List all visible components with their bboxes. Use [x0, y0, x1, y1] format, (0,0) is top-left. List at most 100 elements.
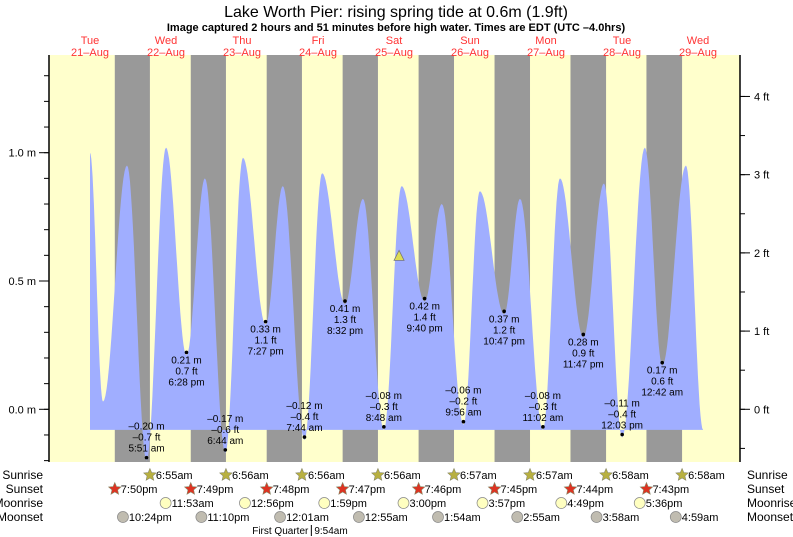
- day-date: 25–Aug: [375, 47, 413, 59]
- sunset-time: 7:46pm: [425, 484, 462, 496]
- tide-label-time: 8:48 am: [366, 413, 402, 424]
- moonrise-time: 3:57pm: [489, 498, 526, 510]
- sunrise-time: 6:56am: [308, 470, 345, 482]
- sunrise-time: 6:58am: [688, 470, 725, 482]
- right-tick-label: 0 ft: [754, 404, 769, 416]
- tide-label-time: 7:44 am: [286, 423, 322, 434]
- moon-phase-time: 9:54am: [314, 526, 347, 537]
- sunrise-time: 6:58am: [612, 470, 649, 482]
- day-date: 23–Aug: [223, 47, 261, 59]
- day-date: 29–Aug: [679, 47, 717, 59]
- moonset-icon: [669, 511, 682, 523]
- moonrise-icon: [555, 497, 568, 509]
- sunset-icon: [639, 481, 654, 495]
- day-date: 21–Aug: [71, 47, 109, 59]
- moonset-time: 2:55am: [523, 512, 560, 524]
- sunset-time: 7:48pm: [273, 484, 310, 496]
- moonset-time: 12:01am: [286, 512, 329, 524]
- tide-label-time: 6:28 pm: [168, 377, 204, 388]
- tide-label-m: –0.08 m: [366, 391, 402, 402]
- moonrise-icon: [239, 497, 251, 509]
- tide-label-time: 11:02 am: [522, 413, 563, 424]
- tide-label-ft: –0.2 ft: [450, 397, 478, 408]
- moonset-icon: [432, 511, 444, 523]
- tide-label-ft: 1.4 ft: [413, 313, 435, 324]
- tide-label-ft: –0.3 ft: [529, 402, 557, 413]
- moonset-time: 3:58am: [603, 512, 640, 524]
- tide-label-m: –0.17 m: [207, 414, 243, 425]
- day-of-week: Wed: [687, 35, 709, 47]
- day-date: 26–Aug: [451, 47, 489, 59]
- tide-label-ft: –0.6 ft: [211, 425, 239, 436]
- day-of-week: Thu: [233, 35, 252, 47]
- day-of-week: Fri: [312, 35, 325, 47]
- tide-point: [263, 319, 268, 324]
- tide-label-ft: 1.3 ft: [334, 315, 356, 326]
- sunset-icon: [411, 481, 426, 495]
- moonrise-icon: [397, 497, 410, 509]
- moonset-icon: [117, 511, 129, 523]
- day-date: 27–Aug: [527, 47, 565, 59]
- moonset-time: 12:55am: [365, 512, 408, 524]
- tide-label-m: –0.11 m: [604, 399, 639, 410]
- tide-label-ft: 0.7 ft: [175, 366, 197, 377]
- tide-label-ft: –0.3 ft: [370, 402, 398, 413]
- tide-label-m: 0.17 m: [647, 366, 678, 377]
- tide-label-time: 12:03 pm: [601, 421, 643, 432]
- tide-point: [660, 360, 665, 365]
- tide-labels: –0.20 m–0.7 ft5:51 am 0.21 m0.7 ft6:28 pm…: [128, 296, 683, 460]
- moon-phase-label: First Quarter: [252, 526, 309, 537]
- day-date: 28–Aug: [603, 47, 641, 59]
- moonset-time: 10:24pm: [129, 512, 172, 524]
- left-tick-label: 1.0 m: [8, 148, 36, 160]
- moonset-icon: [353, 511, 365, 523]
- moonset-icon: [195, 511, 208, 523]
- left-tick-label: 0.0 m: [8, 404, 36, 416]
- tide-label-m: 0.28 m: [568, 337, 599, 348]
- sunrise-icon: [447, 467, 461, 481]
- tide-label-time: 12:42 am: [641, 388, 683, 399]
- tide-point: [422, 296, 427, 301]
- tide-label-m: 0.37 m: [489, 314, 520, 325]
- tide-point: [382, 425, 386, 429]
- sunset-time: 7:50pm: [121, 484, 158, 496]
- axes: 1.0 m 0.5 m 0.0 m 4 ft 3 ft 2 ft 1 ft 0 ft: [8, 55, 769, 462]
- tide-label-time: 7:27 pm: [248, 347, 284, 358]
- right-tick-label: 4 ft: [754, 91, 769, 103]
- moonrise-time: 3:00pm: [410, 498, 447, 510]
- row-label-right-moonrise: Moonrise: [747, 496, 793, 510]
- sunset-time: 7:45pm: [501, 484, 538, 496]
- tide-point: [541, 425, 545, 429]
- moonset-time: 1:54am: [444, 512, 481, 524]
- tide-label-time: 6:44 am: [207, 436, 243, 447]
- left-tick-label: 0.5 m: [8, 276, 36, 288]
- tide-point: [184, 350, 189, 355]
- sunrise-icon: [371, 467, 385, 481]
- sunset-icon: [335, 481, 350, 495]
- tide-label-time: 11:47 pm: [563, 359, 604, 370]
- day-of-week: Sat: [386, 35, 403, 47]
- tide-label-ft: –0.7 ft: [133, 433, 161, 444]
- tide-label-ft: 0.6 ft: [651, 377, 673, 388]
- row-label-right-sunrise: Sunrise: [747, 468, 788, 482]
- moonset-time: 4:59am: [682, 512, 719, 524]
- tide-label-ft: –0.4 ft: [608, 410, 636, 421]
- day-of-week: Mon: [535, 35, 556, 47]
- sunset-time: 7:43pm: [652, 484, 689, 496]
- sunset-icon: [259, 481, 274, 495]
- sunrise-time: 6:56am: [232, 470, 269, 482]
- tide-point: [581, 332, 586, 337]
- tide-label-ft: 1.1 ft: [254, 336, 276, 347]
- moonrise-time: 5:36pm: [646, 498, 683, 510]
- tide-label-ft: –0.4 ft: [291, 412, 319, 423]
- tide-point: [343, 299, 347, 303]
- right-tick-label: 1 ft: [754, 326, 769, 338]
- sunrise-time: 6:57am: [460, 470, 497, 482]
- tide-label-m: –0.12 m: [286, 401, 322, 412]
- sunrise-icon: [219, 467, 233, 481]
- sunrise-icon: [143, 467, 157, 481]
- moonrise-icon: [476, 497, 489, 509]
- day-of-week: Wed: [155, 35, 177, 47]
- tide-label-m: –0.08 m: [525, 391, 561, 402]
